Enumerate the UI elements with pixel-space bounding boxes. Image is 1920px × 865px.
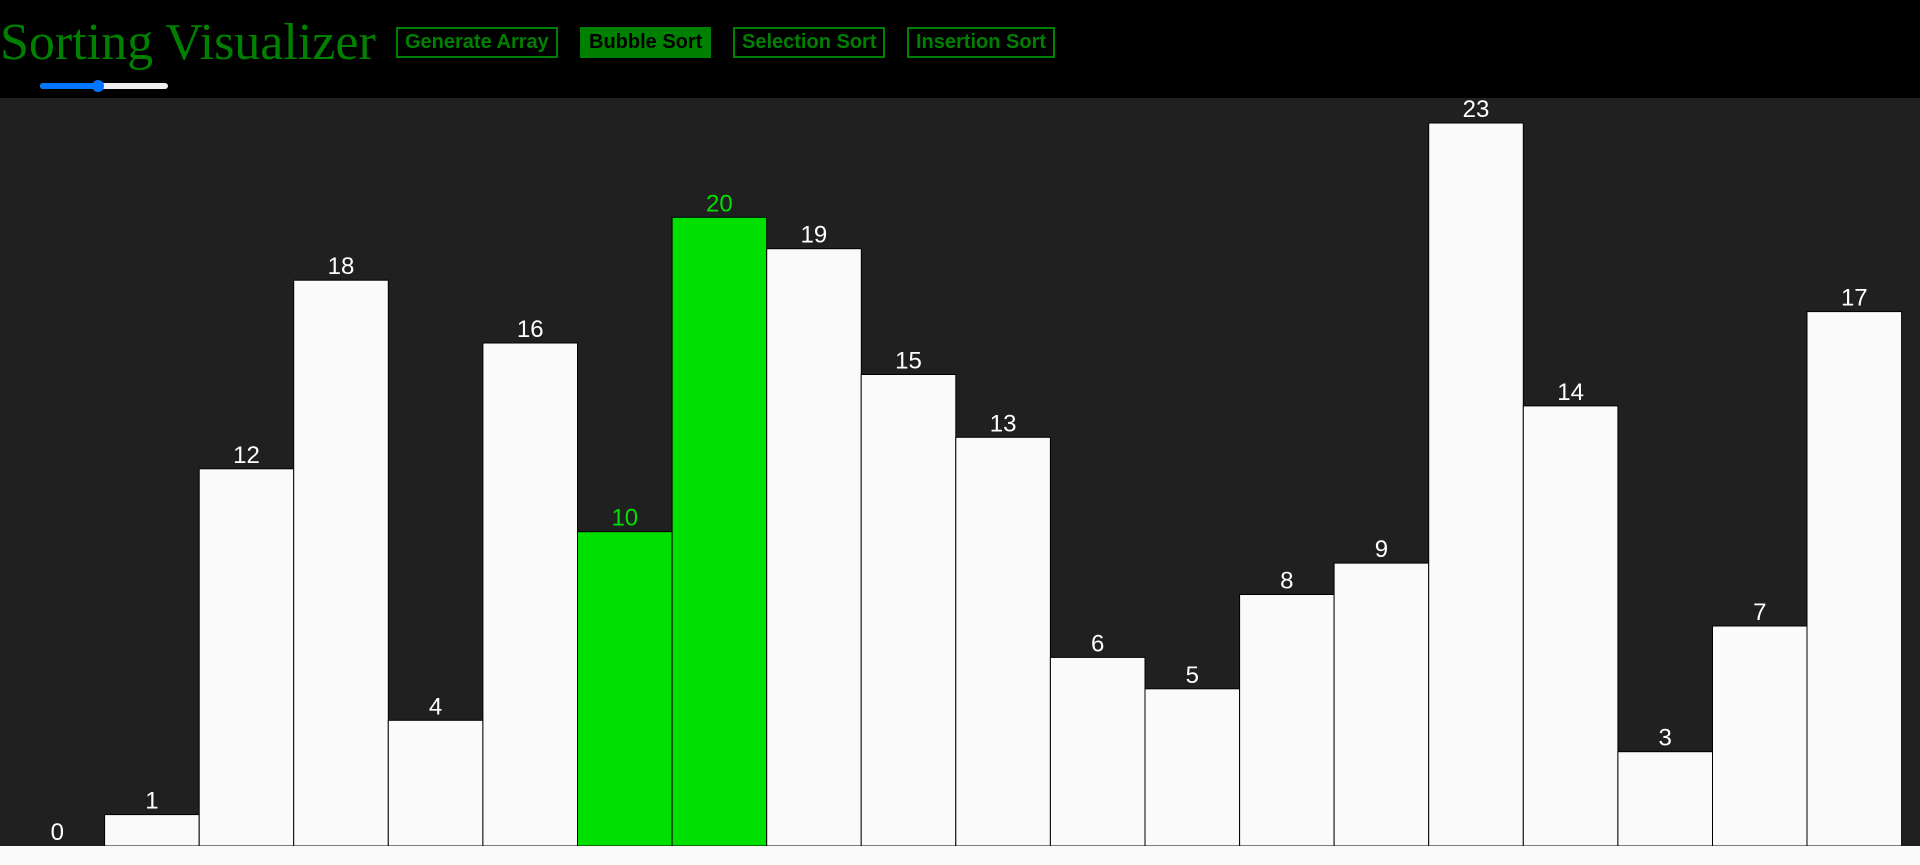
bar-16 (1522, 405, 1619, 847)
bar-label-18: 7 (1753, 599, 1766, 626)
bar-12 (1144, 688, 1241, 847)
bar-3 (293, 279, 389, 847)
bar-15 (1428, 122, 1524, 847)
bar-label-9: 15 (895, 348, 922, 375)
bar-4 (387, 719, 484, 847)
bar-19 (1806, 311, 1903, 847)
bar-label-17: 3 (1659, 725, 1672, 752)
bar-2 (198, 468, 295, 847)
bar-18 (1712, 625, 1808, 847)
bar-label-16: 14 (1557, 379, 1584, 406)
speed-slider[interactable] (40, 80, 168, 92)
bar-label-11: 6 (1091, 630, 1104, 657)
bubble-sort-button[interactable]: Bubble Sort (580, 27, 712, 58)
bar-label-8: 19 (801, 222, 828, 249)
bar-7 (671, 216, 768, 847)
bar-chart-svg: 0 1 12 18 4 16 10 20 19 15 13 6 5 8 9 23 14 3 7 17 (0, 98, 1920, 865)
bar-5 (482, 342, 578, 847)
selection-sort-button[interactable]: Selection Sort (733, 27, 886, 58)
bar-8 (766, 248, 862, 847)
bar-10 (955, 436, 1051, 847)
page-title: Sorting Visualizer (0, 14, 376, 71)
speed-slider-fill (40, 83, 99, 89)
bar-label-1: 1 (145, 788, 158, 815)
bar-17 (1617, 751, 1714, 847)
insertion-sort-button[interactable]: Insertion Sort (907, 27, 1056, 58)
speed-slider-thumb[interactable] (92, 80, 105, 92)
header: Sorting Visualizer Generate Array Bubble… (0, 0, 1920, 98)
bar-13 (1239, 594, 1335, 847)
generate-array-button[interactable]: Generate Array (396, 27, 558, 58)
bar-label-15: 23 (1463, 98, 1490, 123)
bar-label-19: 17 (1841, 285, 1868, 312)
bar-label-4: 4 (429, 693, 442, 720)
bar-label-6: 10 (611, 505, 638, 532)
bar-14 (1333, 562, 1430, 847)
bar-6 (577, 531, 673, 847)
bar-label-14: 9 (1375, 536, 1388, 563)
bar-label-5: 16 (517, 316, 544, 343)
bar-9 (860, 374, 957, 847)
bar-label-0: 0 (51, 819, 64, 846)
bar-11 (1049, 656, 1146, 847)
bar-chart: 0 1 12 18 4 16 10 20 19 15 13 6 5 8 9 23 14 3 7 17 (0, 98, 1920, 865)
bar-label-2: 12 (233, 442, 260, 469)
chart-baseline (0, 846, 1920, 865)
bar-label-12: 5 (1186, 662, 1199, 689)
bar-label-10: 13 (990, 410, 1017, 437)
bar-label-3: 18 (328, 253, 355, 280)
bar-label-13: 8 (1280, 568, 1293, 595)
bar-1 (104, 814, 200, 847)
bar-label-7: 20 (706, 190, 733, 217)
